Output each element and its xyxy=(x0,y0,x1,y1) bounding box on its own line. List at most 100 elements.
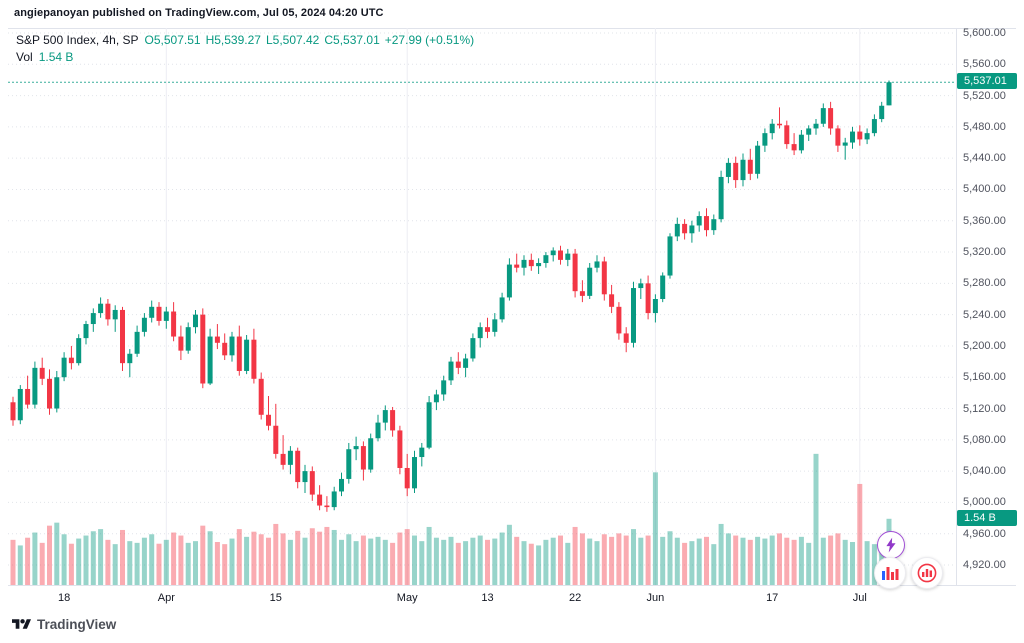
volume-bar xyxy=(273,523,279,585)
candle-body xyxy=(448,361,454,381)
candle-body xyxy=(857,131,863,140)
candle-body xyxy=(594,261,600,268)
candle-body xyxy=(616,306,622,334)
price-tick-label: 5,480.00 xyxy=(963,120,1006,133)
volume-bar xyxy=(317,531,323,585)
candle-body xyxy=(784,125,790,145)
candle-body xyxy=(134,331,140,354)
candle-body xyxy=(711,219,717,231)
volume-bar xyxy=(499,532,505,585)
candle-body xyxy=(850,131,855,143)
volume-bar xyxy=(631,529,636,585)
volume-bar xyxy=(528,543,534,585)
candle-body xyxy=(433,394,439,403)
candle-body xyxy=(90,313,96,325)
brand-name: TradingView xyxy=(37,617,117,632)
volume-bar xyxy=(207,531,213,585)
last-price-badge: 5,537.01 xyxy=(957,73,1017,90)
publish-caption: angiepanoyan published on TradingView.co… xyxy=(14,7,384,19)
candle-body xyxy=(820,108,826,124)
candle-body xyxy=(455,361,461,368)
volume-bar xyxy=(850,542,855,585)
time-axis[interactable]: 18 Apr 15 May 13 22 Jun 17 Jul xyxy=(8,586,1016,612)
volume-bar xyxy=(141,537,147,585)
reaction-minichart-icon-2[interactable] xyxy=(911,557,943,589)
time-tick-label: Jul xyxy=(852,592,867,604)
volume-bar xyxy=(485,539,490,585)
reaction-minichart-icon-1[interactable] xyxy=(874,557,906,589)
candle-body xyxy=(419,447,425,458)
candle-body xyxy=(689,225,695,234)
candle-body xyxy=(835,128,841,146)
footer-brand[interactable]: TradingView xyxy=(12,617,116,632)
candle-body xyxy=(317,494,323,506)
ohlc-close: C5,537.01 xyxy=(324,33,380,47)
volume-bar xyxy=(645,535,651,585)
candle-body xyxy=(382,410,388,423)
volume-bar xyxy=(134,542,140,585)
candle-body xyxy=(470,338,476,359)
volume-bar xyxy=(302,537,308,585)
candle-body xyxy=(828,108,834,129)
symbol-title[interactable]: S&P 500 Index, 4h, SP xyxy=(16,33,139,47)
time-tick-label: 13 xyxy=(481,592,494,604)
candle-body xyxy=(747,159,753,174)
candle-body xyxy=(725,162,731,177)
candle-body xyxy=(426,402,432,448)
volume-label: Vol xyxy=(16,50,33,64)
volume-bar xyxy=(733,535,739,585)
candle-body xyxy=(514,264,520,268)
boost-lightning-icon[interactable] xyxy=(877,531,905,559)
price-tick-label: 4,960.00 xyxy=(963,527,1006,540)
candle-body xyxy=(324,505,330,508)
volume-bar xyxy=(105,539,111,585)
price-axis[interactable]: 5,600.00 5,560.00 5,520.00 5,480.00 5,440.00… xyxy=(956,27,1016,586)
volume-bar xyxy=(755,536,761,585)
candle-body xyxy=(623,333,629,343)
candle-body xyxy=(390,410,396,431)
volume-bar xyxy=(623,535,629,585)
volume-bar xyxy=(784,537,790,585)
candle-body xyxy=(309,471,315,495)
candle-body xyxy=(499,297,505,320)
candle-body xyxy=(207,336,213,384)
price-tick-label: 5,120.00 xyxy=(963,402,1006,415)
volume-bar xyxy=(638,537,644,585)
price-tick-label: 5,280.00 xyxy=(963,277,1006,290)
volume-bar xyxy=(652,472,658,585)
volume-bar xyxy=(587,538,593,585)
candle-body xyxy=(141,317,147,332)
time-tick-label: May xyxy=(396,592,418,604)
candle-body xyxy=(171,311,177,337)
candlestick-plot[interactable] xyxy=(8,28,956,585)
candle-body xyxy=(397,430,403,468)
volume-bar xyxy=(244,536,250,585)
volume-bar xyxy=(309,528,315,585)
candle-body xyxy=(32,367,38,405)
volume-bar xyxy=(455,542,461,585)
legend: S&P 500 Index, 4h, SP O5,507.51 H5,539.27 L… xyxy=(16,33,479,67)
chart-panel[interactable]: 5,600.00 5,560.00 5,520.00 5,480.00 5,440.00… xyxy=(8,27,1017,618)
volume-bar xyxy=(360,535,366,585)
candle-body xyxy=(652,299,658,314)
volume-bar xyxy=(806,542,812,585)
volume-bar xyxy=(565,542,571,585)
candle-body xyxy=(17,388,23,421)
candle-body xyxy=(76,338,82,364)
price-tick-label: 5,240.00 xyxy=(963,308,1006,321)
candle-body xyxy=(54,377,60,409)
volume-bar xyxy=(857,483,863,585)
candle-body xyxy=(61,357,67,378)
volume-bar xyxy=(791,539,797,585)
candle-body xyxy=(178,336,184,351)
volume-bar xyxy=(280,533,286,585)
candle-body xyxy=(718,176,724,220)
candle-body xyxy=(777,123,782,126)
candle-body xyxy=(244,339,250,371)
candle-body xyxy=(791,144,797,151)
ohlc-open: O5,507.51 xyxy=(144,33,201,47)
candle-body xyxy=(412,457,417,489)
candle-body xyxy=(25,388,31,405)
volume-bar xyxy=(521,541,527,585)
time-tick-label: 22 xyxy=(568,592,582,604)
